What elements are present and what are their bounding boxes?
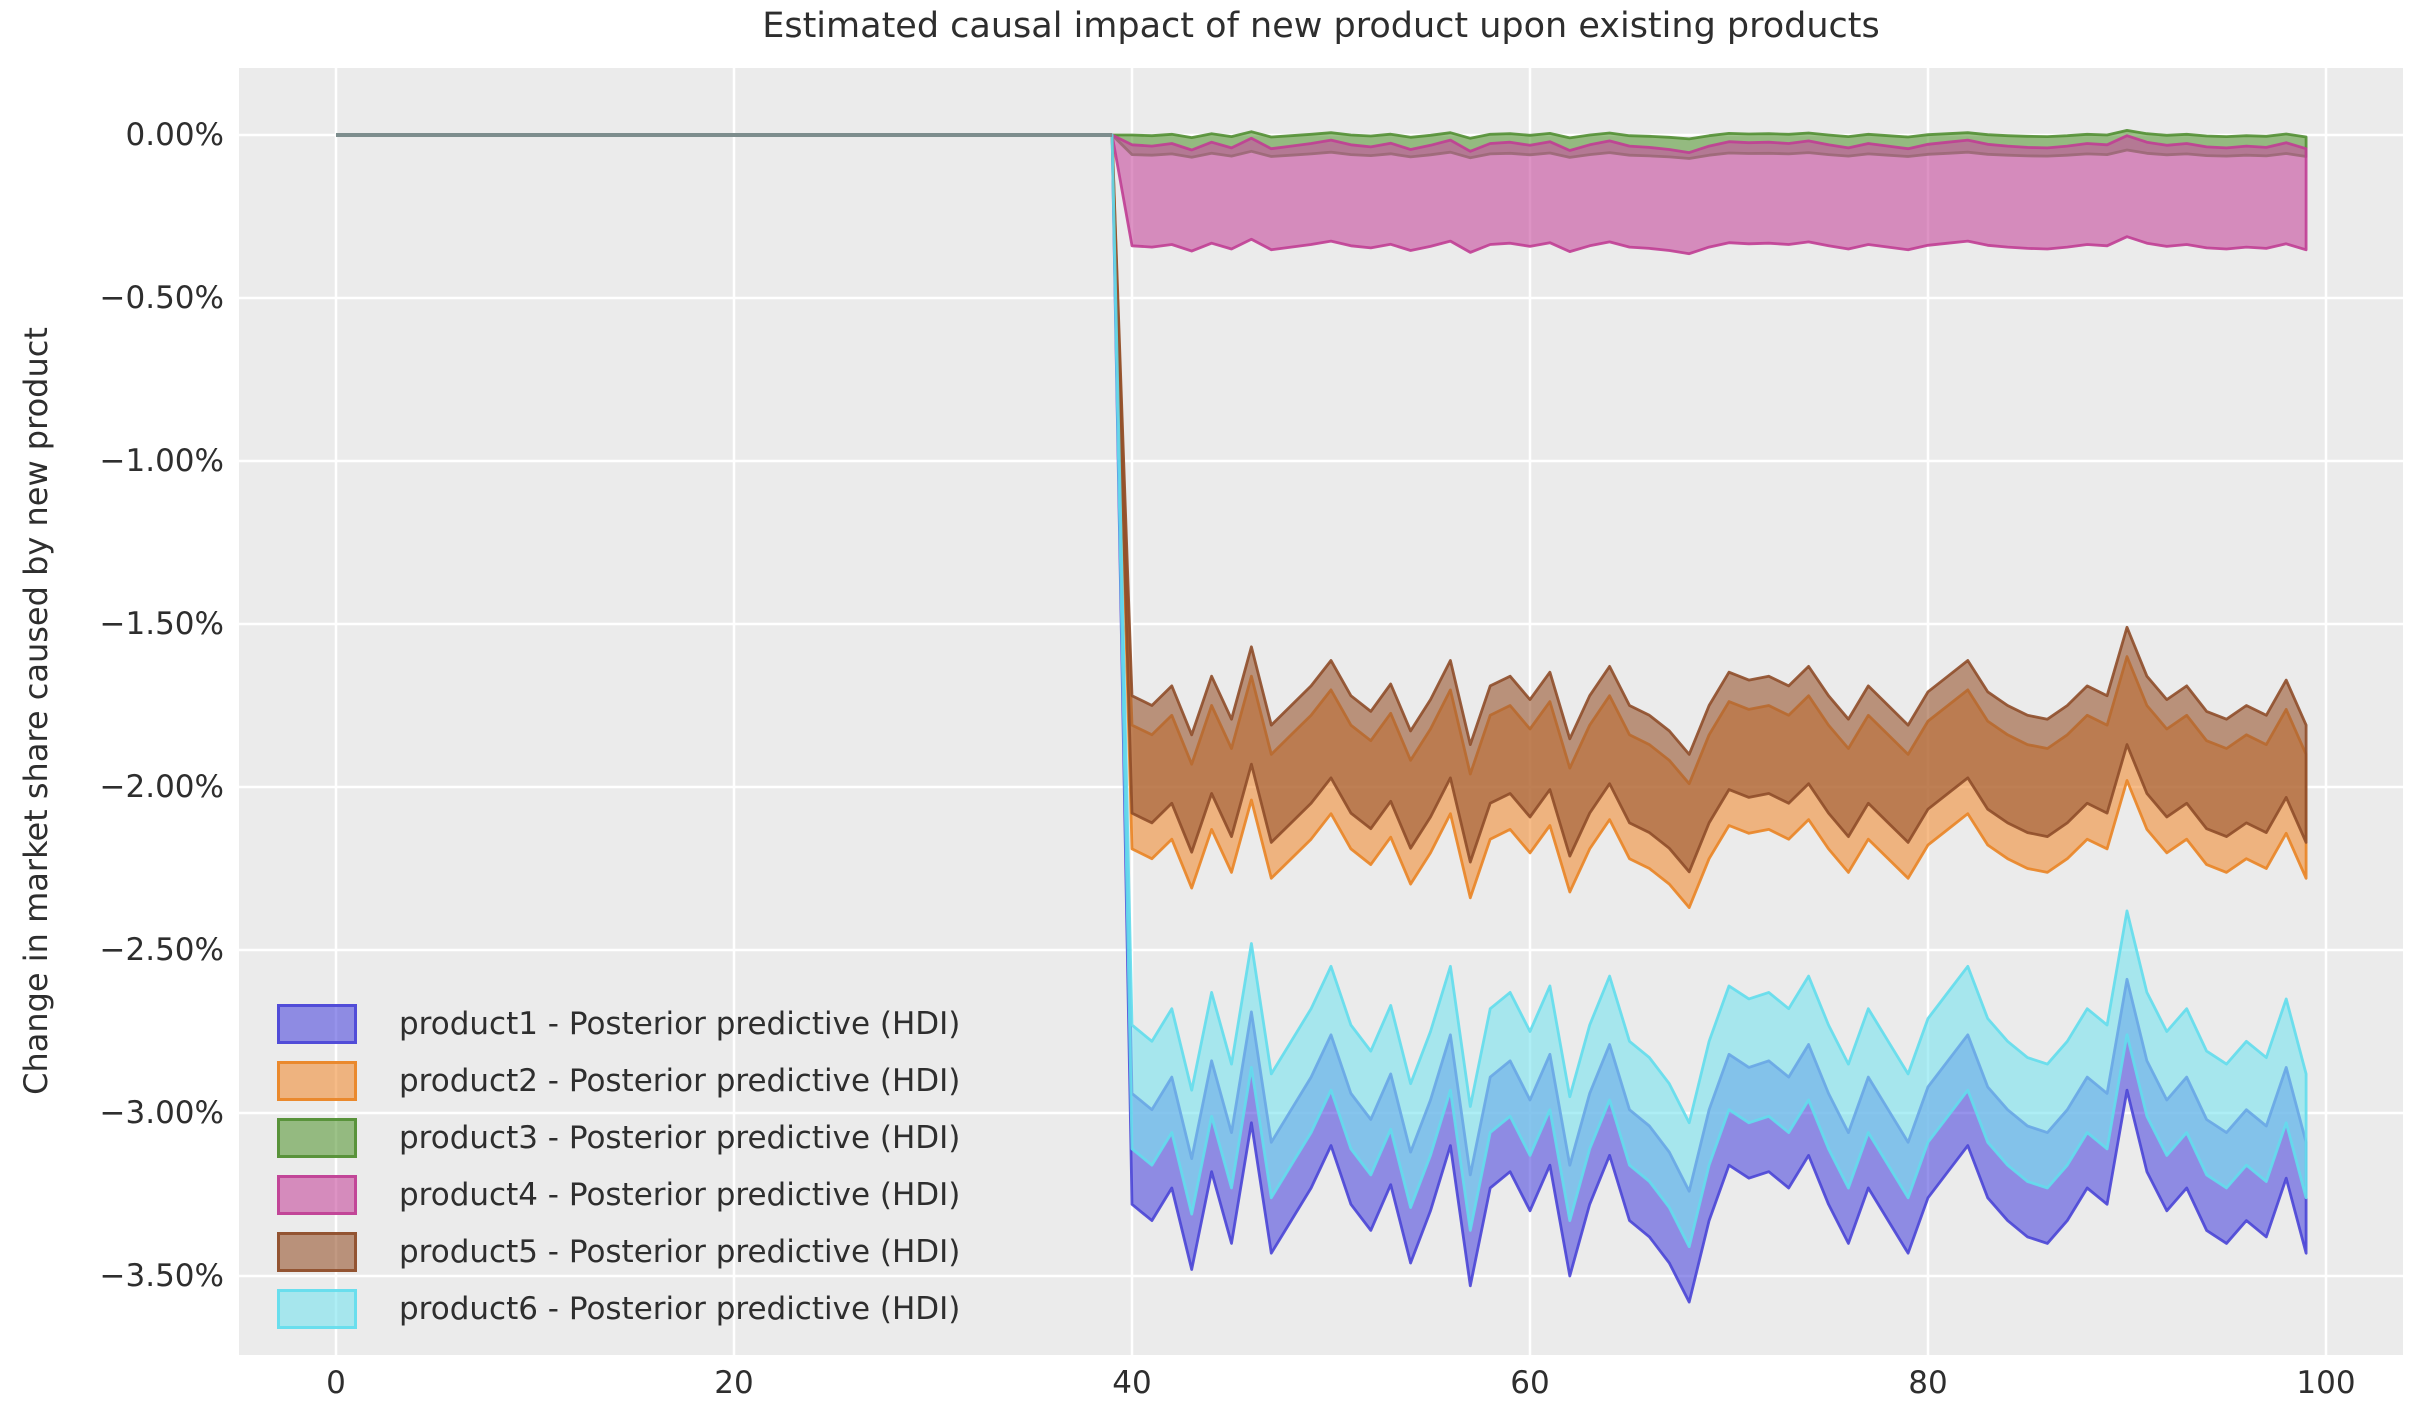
legend-item-product1: product1 - Posterior predictive (HDI) <box>277 995 960 1052</box>
legend-swatch-product1 <box>277 1003 357 1044</box>
legend-label-product1: product1 - Posterior predictive (HDI) <box>399 1005 961 1042</box>
hdi-band-product5 <box>1110 133 2308 874</box>
y-tick-label: 0.00% <box>125 117 224 153</box>
x-tick-label: 0 <box>326 1365 346 1401</box>
chart-svg <box>239 68 2403 1355</box>
legend-label-product3: product3 - Posterior predictive (HDI) <box>399 1119 961 1156</box>
legend-swatch-product5 <box>277 1231 357 1272</box>
legend-item-product3: product3 - Posterior predictive (HDI) <box>277 1109 960 1166</box>
x-tick-label: 40 <box>1112 1365 1152 1401</box>
x-tick-label: 20 <box>714 1365 754 1401</box>
y-tick-label: −0.50% <box>99 280 224 316</box>
y-tick-label: −3.50% <box>99 1258 224 1294</box>
legend: product1 - Posterior predictive (HDI) pro… <box>277 995 960 1337</box>
legend-item-product2: product2 - Posterior predictive (HDI) <box>277 1052 960 1109</box>
chart-title: Estimated causal impact of new product u… <box>762 6 1880 46</box>
legend-label-product4: product4 - Posterior predictive (HDI) <box>399 1176 961 1213</box>
legend-label-product6: product6 - Posterior predictive (HDI) <box>399 1290 961 1327</box>
hdi-band-product6 <box>1110 133 2308 1249</box>
legend-swatch-product3 <box>277 1117 357 1158</box>
x-tick-label: 60 <box>1510 1365 1550 1401</box>
legend-item-product6: product6 - Posterior predictive (HDI) <box>277 1280 960 1337</box>
legend-label-product5: product5 - Posterior predictive (HDI) <box>399 1233 961 1270</box>
legend-swatch-product6 <box>277 1288 357 1329</box>
legend-item-product4: product4 - Posterior predictive (HDI) <box>277 1166 960 1223</box>
y-tick-label: −1.00% <box>99 443 224 479</box>
legend-swatch-product4 <box>277 1174 357 1215</box>
hdi-band-product4 <box>1110 133 2308 256</box>
x-tick-label: 100 <box>2296 1365 2356 1401</box>
y-tick-label: −2.50% <box>99 932 224 968</box>
y-tick-label: −1.50% <box>99 606 224 642</box>
y-tick-label: −2.00% <box>99 769 224 805</box>
legend-item-product5: product5 - Posterior predictive (HDI) <box>277 1223 960 1280</box>
y-tick-label: −3.00% <box>99 1095 224 1131</box>
hdi-bands <box>1110 129 2308 1304</box>
legend-label-product2: product2 - Posterior predictive (HDI) <box>399 1062 961 1099</box>
x-tick-label: 80 <box>1908 1365 1948 1401</box>
legend-swatch-product2 <box>277 1060 357 1101</box>
plot-area: product1 - Posterior predictive (HDI) pro… <box>239 68 2403 1355</box>
